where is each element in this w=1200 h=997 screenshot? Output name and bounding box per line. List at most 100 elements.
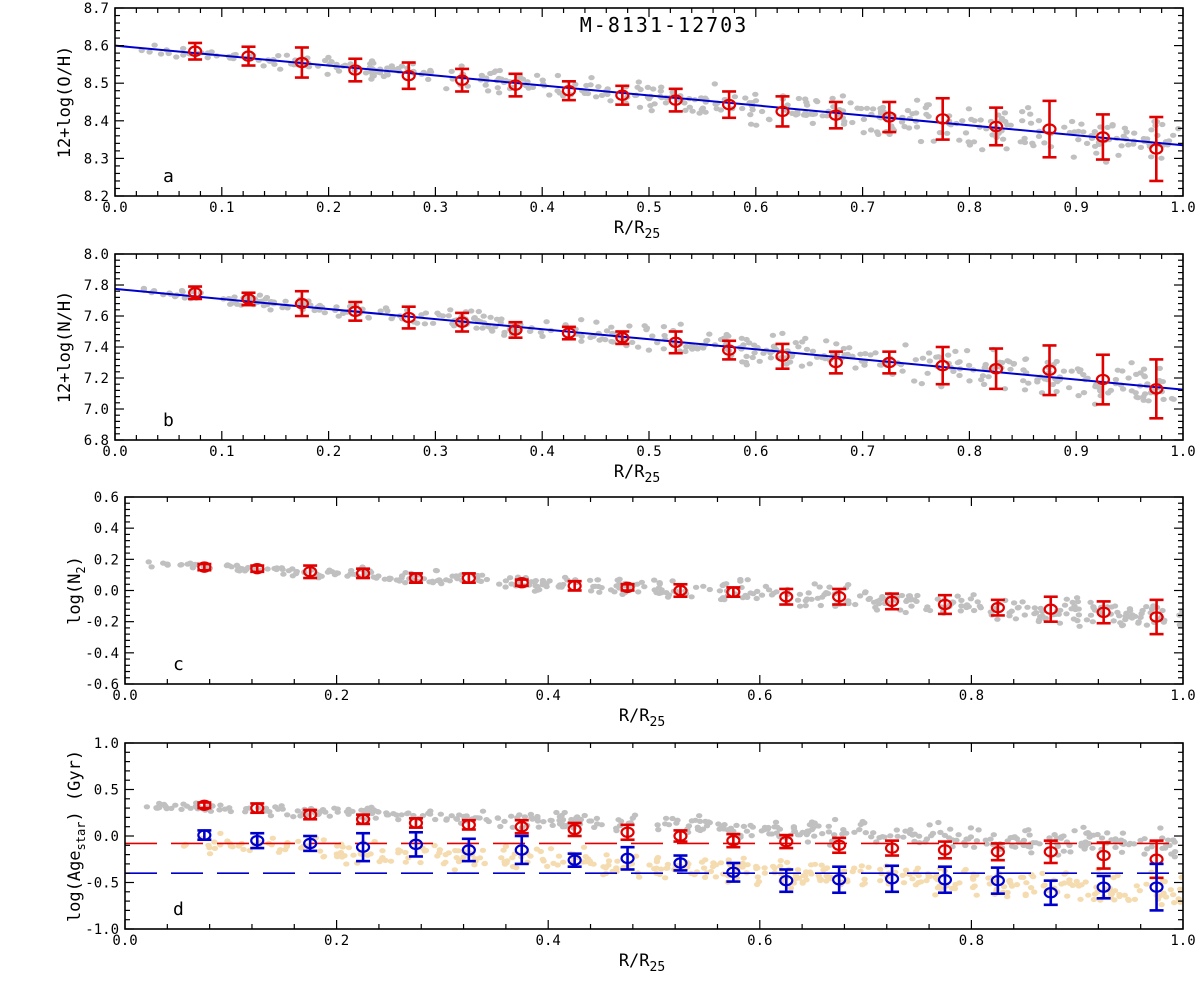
scatter-point: [558, 584, 565, 590]
scatter-point: [648, 108, 655, 114]
scatter-point: [216, 807, 223, 813]
scatter-point: [178, 562, 185, 568]
scatter-point: [755, 879, 763, 885]
scatter-point: [1022, 356, 1030, 362]
marker: [1042, 123, 1057, 135]
scatter-point: [163, 806, 170, 812]
scatter-point: [908, 603, 915, 609]
scatter-point: [977, 605, 984, 611]
scatter-point: [692, 584, 700, 590]
scatter-point: [856, 827, 863, 833]
marker: [775, 105, 790, 118]
scatter-point: [1090, 896, 1098, 903]
scatter-point: [290, 814, 297, 820]
x-tick-label: 0.5: [636, 444, 661, 460]
scatter-point: [539, 856, 546, 862]
scatter-point: [206, 851, 214, 857]
scatter-point: [608, 324, 615, 330]
data-point: [348, 300, 363, 322]
scatter-point: [240, 846, 247, 853]
scatter-point: [817, 602, 824, 609]
scatter-point: [477, 578, 485, 585]
scatter-point: [279, 806, 286, 812]
marker: [990, 846, 1005, 858]
data-point: [455, 67, 470, 93]
y-tick-label: 0.2: [94, 552, 119, 568]
x-tick-label: 0.0: [102, 444, 127, 460]
marker: [355, 813, 371, 825]
scatter-point: [473, 325, 480, 331]
marker: [1043, 603, 1058, 615]
scatter-point: [437, 811, 444, 817]
scatter-point: [1170, 837, 1177, 843]
marker: [615, 89, 630, 101]
fit-line: [115, 44, 1183, 147]
scatter-point: [846, 345, 853, 351]
scatter-point: [1115, 152, 1122, 158]
scatter-point: [143, 804, 151, 810]
scatter-point: [436, 312, 443, 318]
scatter-point: [653, 865, 660, 871]
data-point: [935, 96, 950, 141]
panel-letter: d: [173, 899, 184, 920]
scatter-point: [322, 809, 329, 815]
scatter-point: [860, 130, 867, 136]
scatter-point: [350, 852, 357, 858]
scatter-point: [840, 121, 848, 127]
scatter-point: [1089, 845, 1096, 851]
scatter-point: [686, 104, 693, 110]
scatter-point: [539, 333, 546, 339]
scatter-point: [841, 352, 848, 358]
x-tick-label: 0.9: [1064, 444, 1089, 460]
data-point: [401, 61, 416, 91]
scatter-point: [432, 816, 439, 823]
scatter-point: [1007, 366, 1014, 372]
scatter-point: [334, 570, 342, 576]
data-point: [455, 311, 470, 333]
scatter-point: [807, 111, 814, 117]
scatter-point: [404, 811, 411, 817]
x-tick-label: 0.5: [636, 200, 661, 216]
scatter-point: [1092, 384, 1099, 390]
scatter-point: [1140, 135, 1148, 142]
scatter-point: [802, 603, 809, 609]
marker: [615, 332, 630, 344]
scatter-point: [544, 863, 551, 870]
scatter-point: [227, 843, 235, 849]
y-tick-label: -0.4: [85, 646, 119, 662]
scatter-point: [824, 590, 832, 597]
scatter-point: [923, 836, 931, 842]
scatter-point: [929, 830, 937, 837]
scatter-point: [536, 587, 543, 593]
x-tick-label: 0.2: [324, 933, 349, 949]
scatter-point: [1003, 146, 1010, 152]
scatter-point: [228, 300, 235, 306]
scatter-point: [609, 339, 617, 345]
scatter-point: [747, 590, 754, 596]
data-point: [721, 339, 737, 361]
scatter-point: [294, 808, 301, 814]
y-tick-label: 7.4: [84, 340, 109, 356]
marker: [461, 844, 476, 856]
y-tick-label: 1.0: [94, 736, 119, 752]
data-point: [721, 90, 737, 120]
scatter-point: [770, 344, 778, 350]
scatter-point: [803, 346, 811, 352]
scatter-point: [1001, 386, 1009, 392]
scatter-point: [915, 880, 922, 886]
scatter-point: [1137, 614, 1144, 621]
scatter-point: [1058, 881, 1065, 887]
scatter-point: [1171, 900, 1178, 906]
data-point: [673, 829, 688, 843]
scatter-point: [506, 575, 514, 581]
marker: [935, 359, 950, 372]
data-point: [1096, 874, 1111, 900]
scatter-point: [483, 576, 491, 583]
scatter-point: [756, 358, 763, 364]
scatter-point: [484, 88, 492, 94]
scatter-point: [468, 308, 475, 314]
x-tick-label: 1.0: [1170, 688, 1195, 704]
scatter-point: [1021, 135, 1028, 141]
scatter-point: [968, 116, 975, 122]
scatter-point: [207, 808, 215, 814]
